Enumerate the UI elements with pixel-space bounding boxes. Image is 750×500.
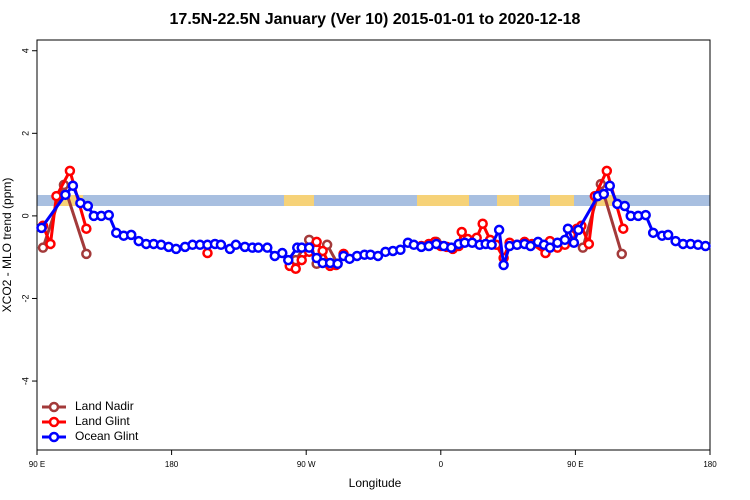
data-point — [662, 229, 674, 241]
data-point — [230, 239, 242, 251]
data-point — [303, 242, 315, 253]
data-point — [311, 236, 322, 248]
data-point — [215, 239, 227, 251]
x-tick-label: 180 — [703, 460, 717, 469]
legend-marker — [48, 431, 60, 443]
data-point — [202, 247, 213, 259]
data-point — [253, 242, 264, 253]
data-point — [277, 247, 288, 259]
y-tick-label: 4 — [20, 48, 30, 53]
data-point — [618, 223, 629, 234]
data-point — [262, 242, 273, 253]
data-point — [372, 250, 384, 262]
x-tick-label: 90 E — [567, 460, 583, 469]
data-point — [60, 189, 71, 201]
x-tick-label: 180 — [165, 460, 179, 469]
y-tick-label: -2 — [20, 294, 30, 302]
data-point — [456, 226, 467, 238]
data-point — [601, 165, 613, 177]
land-band — [497, 195, 519, 206]
x-axis-label: Longitude — [349, 476, 402, 490]
legend-marker — [48, 416, 60, 428]
chart-title: 17.5N-22.5N January (Ver 10) 2015-01-01 … — [170, 11, 581, 28]
data-point — [616, 248, 628, 260]
data-point — [700, 240, 711, 252]
data-point — [36, 222, 47, 234]
x-tick-label: 90 W — [297, 460, 316, 469]
land-band — [591, 195, 616, 206]
data-point — [317, 245, 328, 257]
data-point — [82, 200, 94, 212]
data-point — [544, 242, 556, 253]
y-tick-label: -4 — [20, 377, 30, 385]
legend-label: Land Nadir — [75, 399, 134, 413]
data-point — [45, 238, 56, 250]
data-point — [640, 209, 651, 221]
ocean-band — [37, 195, 710, 206]
data-point — [525, 240, 536, 252]
data-point — [568, 237, 580, 248]
data-point — [81, 248, 92, 260]
data-point — [619, 200, 631, 212]
land-band — [550, 195, 574, 206]
data-point — [64, 165, 76, 177]
land-strip — [37, 195, 710, 206]
data-point — [170, 243, 182, 255]
data-point — [493, 224, 505, 236]
data-point — [67, 180, 79, 192]
data-point — [647, 227, 659, 239]
data-point — [598, 188, 610, 200]
data-point — [395, 244, 406, 255]
data-point — [51, 190, 62, 202]
x-tick-label: 90 E — [29, 460, 45, 469]
data-point — [81, 223, 92, 234]
data-point — [296, 254, 307, 266]
data-point — [573, 224, 584, 236]
data-point — [290, 263, 301, 274]
y-tick-label: 2 — [20, 131, 30, 136]
land-band — [417, 195, 469, 206]
data-point — [283, 254, 294, 266]
data-point — [583, 238, 595, 250]
data-point — [125, 229, 137, 241]
legend-marker — [48, 401, 60, 413]
data-point — [559, 234, 571, 246]
land-band — [284, 195, 314, 206]
data-point — [562, 223, 574, 234]
data-point — [477, 218, 488, 229]
x-tick-label: 0 — [439, 460, 444, 469]
data-point — [604, 180, 616, 192]
y-axis-label: XCO2 - MLO trend (ppm) — [0, 178, 14, 313]
data-point — [332, 258, 343, 270]
y-tick-label: 0 — [20, 213, 30, 218]
legend-label: Land Glint — [75, 414, 130, 428]
legend-label: Ocean Glint — [75, 429, 139, 443]
data-point — [486, 239, 497, 251]
data-point — [498, 259, 509, 271]
data-point — [103, 209, 115, 221]
